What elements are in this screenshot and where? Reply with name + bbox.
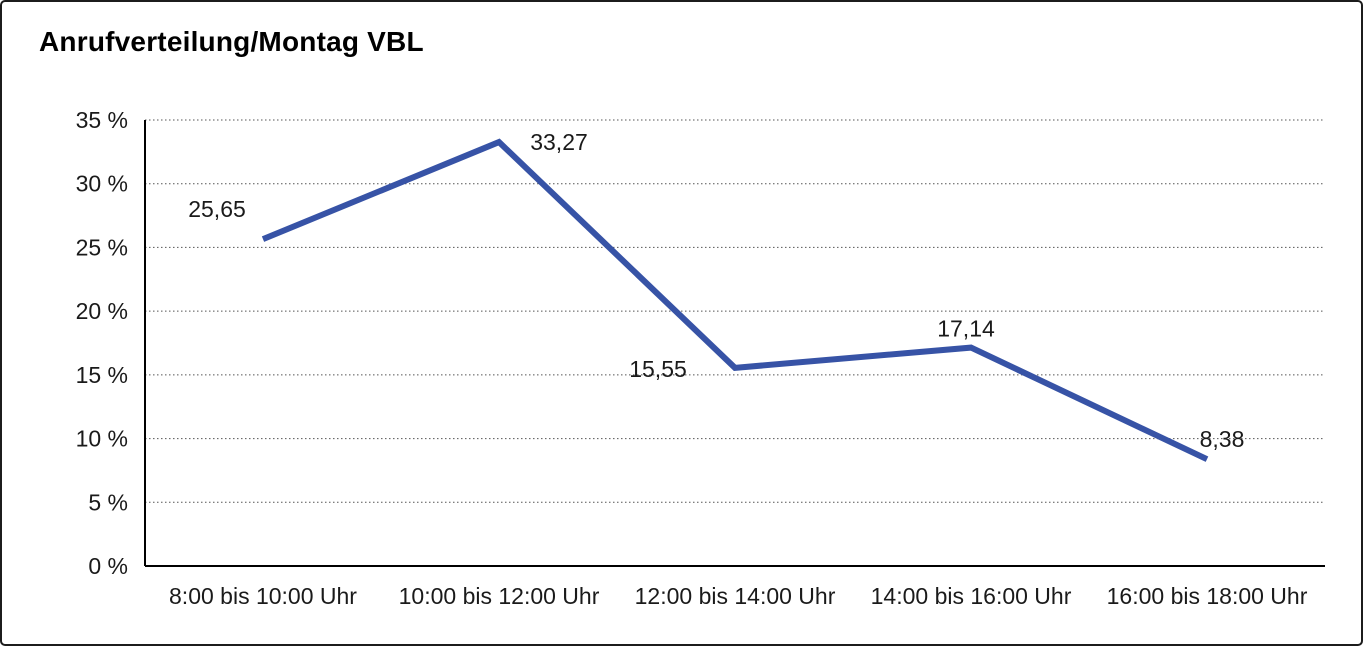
y-axis-tick-label: 10 % — [76, 426, 128, 452]
data-line — [261, 138, 1209, 462]
y-axis-tick-label: 5 % — [88, 489, 128, 515]
y-axis-tick-label: 15 % — [76, 362, 128, 388]
y-axis-tick-label: 30 % — [76, 171, 128, 197]
x-axis-label: 8:00 bis 10:00 Uhr — [169, 583, 357, 609]
y-axis-tick-label: 0 % — [88, 553, 128, 579]
x-axis-label: 10:00 bis 12:00 Uhr — [399, 583, 600, 609]
y-axis-tick-label: 35 % — [76, 107, 128, 133]
x-axis-label: 16:00 bis 18:00 Uhr — [1107, 583, 1308, 609]
x-axis-label: 14:00 bis 16:00 Uhr — [871, 583, 1072, 609]
x-axis-label: 12:00 bis 14:00 Uhr — [635, 583, 836, 609]
data-point-label: 25,65 — [188, 196, 246, 222]
chart-title: Anrufverteilung/Montag VBL — [39, 26, 424, 57]
data-point-label: 17,14 — [937, 316, 995, 342]
y-axis-tick-label: 25 % — [76, 234, 128, 260]
data-point-label: 15,55 — [629, 356, 687, 382]
data-point-label: 8,38 — [1200, 426, 1245, 452]
data-point-label: 33,27 — [530, 129, 588, 155]
y-axis-tick-label: 20 % — [76, 298, 128, 324]
